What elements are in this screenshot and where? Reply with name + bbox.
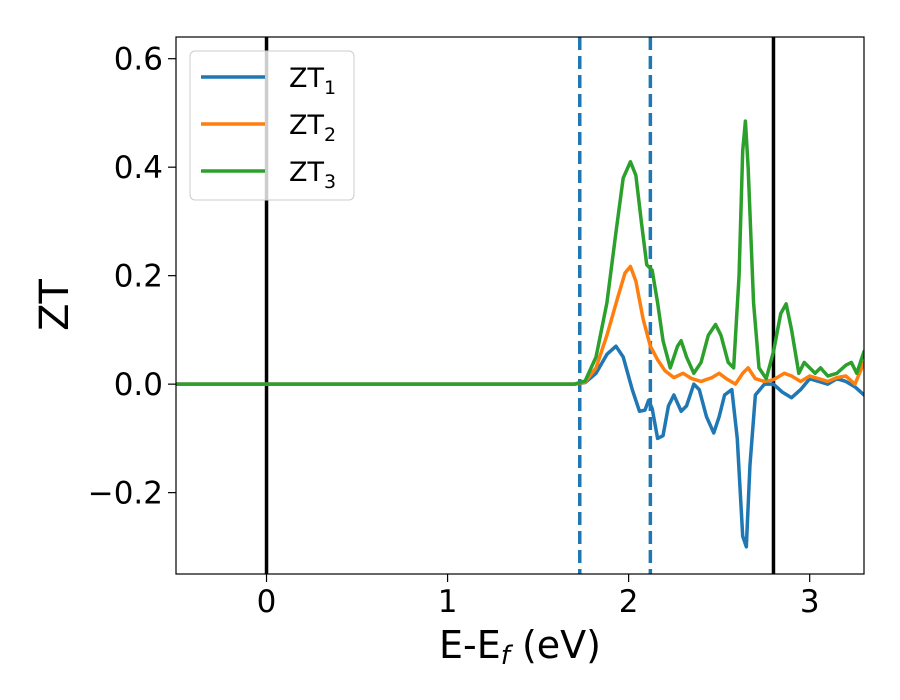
series-lines [176,119,864,549]
x-tick-label: 0 [257,584,277,620]
plot-frame [175,36,865,575]
legend-label-zt3: ZT3 [289,157,336,193]
x-axis-label: E-Ef (eV) [439,623,601,671]
x-tick-label: 1 [438,584,458,620]
x-tick-label: 3 [800,584,820,620]
series-line-zt1 [176,344,864,549]
series-line-zt3 [176,119,864,386]
y-axis-ticks: −0.2 0.0 0.2 0.4 0.6 [88,42,176,512]
x-tick-label: 2 [619,584,639,620]
y-tick-label: 0.6 [114,42,163,78]
legend-label-zt1: ZT1 [289,63,336,99]
x-axis-ticks: 0 1 2 3 [257,574,820,620]
series-line-zt2 [176,264,864,386]
y-tick-label: 0.2 [114,259,163,295]
y-tick-label: 0.4 [114,150,163,186]
y-tick-label: −0.2 [88,476,163,512]
y-tick-label: 0.0 [114,367,163,403]
y-axis-label: ZT [32,279,78,331]
legend: ZT1 ZT2 ZT3 [189,50,355,201]
legend-label-zt2: ZT2 [289,110,336,146]
legend-box [189,50,355,201]
